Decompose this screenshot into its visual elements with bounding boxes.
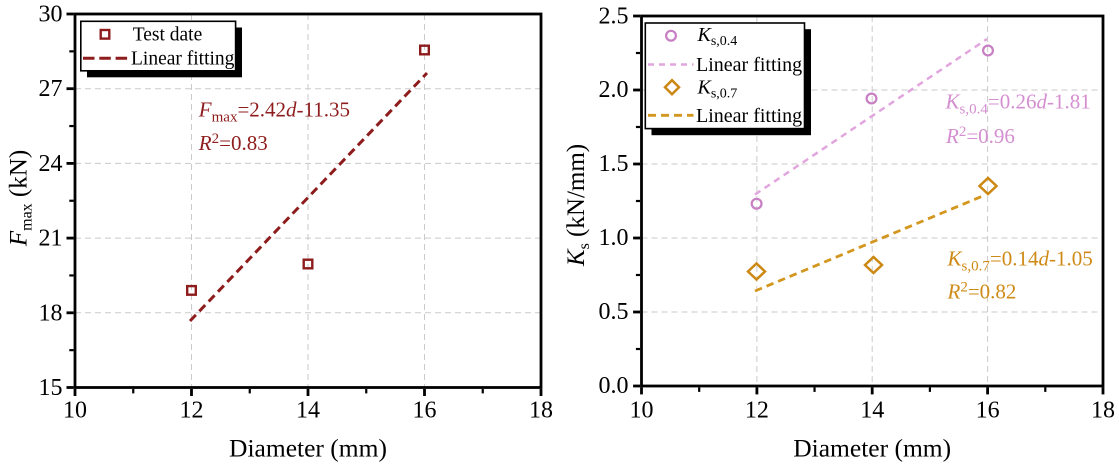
svg-text:16: 16 — [413, 397, 437, 423]
svg-text:14: 14 — [296, 397, 320, 423]
svg-text:1.0: 1.0 — [599, 225, 629, 251]
svg-text:30: 30 — [39, 2, 63, 28]
svg-text:14: 14 — [860, 397, 884, 423]
svg-text:18: 18 — [529, 397, 553, 423]
svg-text:16: 16 — [976, 397, 1000, 423]
svg-text:Ks,0.4=0.26d-1.81: Ks,0.4=0.26d-1.81 — [945, 90, 1091, 118]
svg-text:Linear fitting: Linear fitting — [696, 54, 802, 76]
svg-text:R2=0.96: R2=0.96 — [945, 124, 1015, 148]
svg-text:12: 12 — [745, 397, 769, 423]
svg-text:R2=0.83: R2=0.83 — [198, 131, 268, 155]
svg-text:0.5: 0.5 — [599, 299, 629, 325]
svg-text:Ks,0.4: Ks,0.4 — [697, 24, 738, 49]
svg-text:12: 12 — [180, 397, 204, 423]
svg-text:Ks,0.7=0.14d-1.05: Ks,0.7=0.14d-1.05 — [947, 247, 1093, 275]
svg-text:18: 18 — [1091, 397, 1115, 423]
svg-text:Test date: Test date — [133, 25, 203, 46]
svg-text:Diameter (mm): Diameter (mm) — [229, 433, 387, 462]
svg-text:0.0: 0.0 — [599, 373, 629, 399]
svg-text:10: 10 — [63, 397, 87, 423]
svg-text:Fmax=2.42d-11.35: Fmax=2.42d-11.35 — [198, 98, 350, 126]
svg-text:Fmax (kN): Fmax (kN) — [6, 150, 36, 247]
svg-text:Linear fitting: Linear fitting — [131, 48, 235, 69]
svg-text:10: 10 — [630, 397, 654, 423]
svg-text:15: 15 — [39, 375, 63, 401]
svg-text:18: 18 — [39, 300, 63, 326]
svg-text:Linear fitting: Linear fitting — [696, 105, 802, 127]
svg-text:2.5: 2.5 — [599, 4, 629, 30]
svg-text:Ks (kN/mm): Ks (kN/mm) — [563, 144, 593, 267]
svg-text:Ks,0.7: Ks,0.7 — [697, 77, 738, 102]
svg-text:1.5: 1.5 — [599, 151, 629, 177]
svg-text:Diameter (mm): Diameter (mm) — [793, 433, 951, 462]
svg-text:24: 24 — [39, 151, 63, 177]
svg-text:2.0: 2.0 — [599, 77, 629, 103]
svg-text:21: 21 — [39, 226, 63, 252]
svg-text:R2=0.82: R2=0.82 — [947, 280, 1017, 304]
svg-text:27: 27 — [39, 76, 63, 102]
